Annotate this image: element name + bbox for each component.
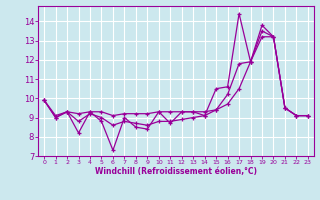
X-axis label: Windchill (Refroidissement éolien,°C): Windchill (Refroidissement éolien,°C)	[95, 167, 257, 176]
